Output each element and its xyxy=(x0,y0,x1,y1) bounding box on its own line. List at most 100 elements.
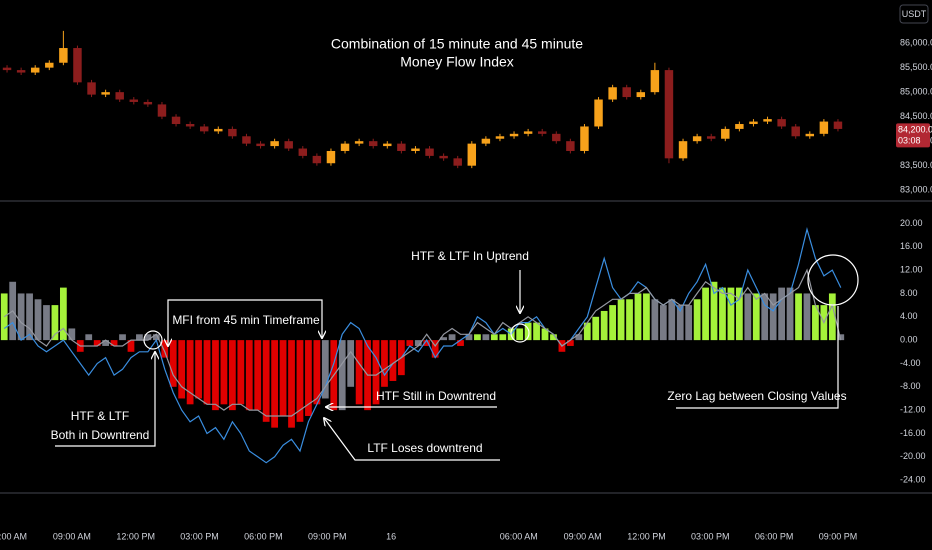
bar xyxy=(727,287,735,341)
bar xyxy=(693,299,701,341)
candle-body xyxy=(284,141,293,149)
candle-body xyxy=(805,133,815,137)
bar xyxy=(152,334,160,341)
bar xyxy=(34,299,42,341)
bar xyxy=(786,287,794,341)
bar xyxy=(93,340,101,346)
y-tick-label: 84,500.0 xyxy=(900,111,932,121)
candle-body xyxy=(481,138,491,144)
annotation: Both in Downtrend xyxy=(51,428,150,442)
bar xyxy=(465,334,473,341)
bar xyxy=(769,293,777,341)
x-tick-label: 12:00 PM xyxy=(627,531,666,541)
x-tick-label: 09:00 AM xyxy=(564,531,602,541)
bar xyxy=(51,305,59,341)
candle-body xyxy=(312,155,322,164)
bar xyxy=(643,293,650,341)
candle-body xyxy=(763,119,772,122)
bar xyxy=(68,328,76,341)
bar xyxy=(288,340,295,428)
candle-body xyxy=(721,128,730,139)
candle-body xyxy=(354,141,364,144)
bar xyxy=(406,340,414,346)
x-tick-label: 06:00 PM xyxy=(755,531,794,541)
x-tick-label: 09:00 AM xyxy=(53,531,91,541)
annotation: HTF & LTF xyxy=(71,409,129,423)
candle-body xyxy=(566,141,575,151)
bar xyxy=(744,293,752,341)
bar xyxy=(626,299,633,341)
bar xyxy=(136,334,143,341)
mfi-line xyxy=(3,226,842,464)
candle-body xyxy=(242,136,251,144)
highlight-circle xyxy=(807,254,859,306)
y-tick-label: 83,000.0 xyxy=(900,185,932,195)
bar xyxy=(414,340,422,346)
bar xyxy=(710,281,718,341)
annotation-bracket xyxy=(168,299,322,346)
y-tick-label: -4.00 xyxy=(900,358,921,368)
candle-body xyxy=(30,67,40,73)
bar xyxy=(550,334,557,341)
bar xyxy=(685,305,693,341)
highlight-circle xyxy=(143,330,163,350)
candle-body xyxy=(2,67,12,71)
bar xyxy=(43,305,50,341)
annotation-line xyxy=(676,306,839,409)
bar xyxy=(575,334,583,341)
candle-body xyxy=(171,116,181,125)
y-tick-label: 20.00 xyxy=(900,218,923,228)
candle-body xyxy=(73,48,82,83)
bar xyxy=(457,340,464,346)
y-tick-label: 83,500.0 xyxy=(900,160,932,170)
bar xyxy=(144,334,152,341)
candle-body xyxy=(101,92,110,95)
candle-body xyxy=(199,126,209,132)
bar xyxy=(609,305,617,341)
bar xyxy=(583,322,591,341)
bar xyxy=(440,337,448,341)
y-tick-label: 16.00 xyxy=(900,241,923,251)
candle-body xyxy=(692,136,702,142)
chart-title: Money Flow Index xyxy=(400,54,514,70)
annotation: HTF Still in Downtrend xyxy=(376,389,496,403)
bar xyxy=(186,340,194,405)
candle-body xyxy=(228,128,237,137)
y-tick-label: -12.00 xyxy=(900,405,926,415)
candle-body xyxy=(326,150,336,164)
bar xyxy=(271,340,279,428)
bar xyxy=(355,340,363,405)
bar xyxy=(668,299,676,341)
bar xyxy=(220,340,228,405)
bar xyxy=(237,340,245,405)
bar xyxy=(516,328,524,341)
bar xyxy=(541,328,549,341)
candle-body xyxy=(594,99,603,127)
bar xyxy=(228,340,236,411)
bar xyxy=(676,305,684,341)
bar xyxy=(600,310,608,341)
currency-box[interactable] xyxy=(899,4,929,24)
bar xyxy=(161,340,169,358)
x-tick-label: 06:00 AM xyxy=(500,531,538,541)
candle-body xyxy=(453,158,462,166)
candle-body xyxy=(537,131,547,134)
bar xyxy=(651,299,659,341)
candle-body xyxy=(298,148,308,156)
candle-body xyxy=(157,104,167,117)
bar xyxy=(735,287,743,341)
bar xyxy=(212,340,219,411)
candle-body xyxy=(383,143,392,147)
annotation-arrow xyxy=(55,352,155,447)
bar xyxy=(296,340,304,422)
bar xyxy=(533,322,540,341)
bar xyxy=(617,299,625,341)
bar xyxy=(719,287,726,341)
y-tick-label: -8.00 xyxy=(900,381,921,391)
bar xyxy=(169,340,177,387)
bar xyxy=(321,340,329,399)
candle-body xyxy=(439,155,448,159)
bar xyxy=(423,340,431,346)
bar xyxy=(592,316,600,341)
